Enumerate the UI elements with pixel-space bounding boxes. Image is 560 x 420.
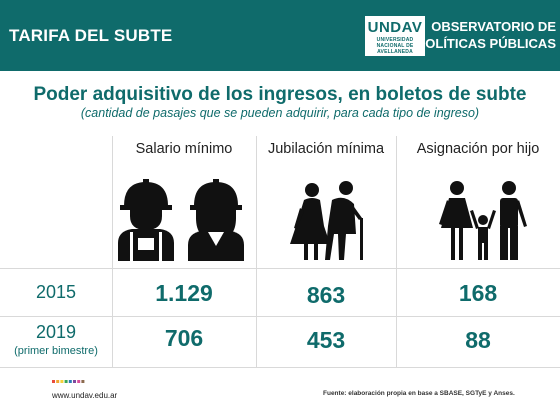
header-title: TARIFA DEL SUBTE — [9, 26, 173, 45]
color-dot — [60, 380, 64, 383]
value-2019-asignacion: 88 — [465, 327, 491, 353]
column-header-asignacion: Asignación por hijo — [416, 141, 540, 157]
value-2015-jubilacion: 863 — [306, 282, 346, 308]
logo-sub-text-3: AVELLANEDA — [377, 49, 413, 55]
elderly-couple-icon — [290, 181, 363, 260]
color-dot — [81, 380, 85, 383]
color-dot — [77, 380, 81, 383]
workers-icon — [118, 179, 244, 261]
row-note-2019: (primer bimestre) — [14, 345, 98, 357]
value-2015-asignacion: 168 — [458, 280, 498, 306]
column-header-salario: Salario mínimo — [135, 141, 233, 157]
color-dot — [56, 380, 60, 383]
observatory-line-1: OBSERVATORIO DE — [431, 19, 556, 34]
row-divider-3 — [0, 367, 560, 368]
color-dot — [52, 380, 55, 383]
color-dot — [68, 380, 72, 383]
column-divider-3 — [396, 136, 397, 367]
family-icon — [439, 181, 527, 260]
header-bar: TARIFA DEL SUBTE UNDAV UNIVERSIDAD NACIO… — [0, 0, 560, 71]
website-link[interactable]: www.undav.edu.ar — [52, 391, 118, 400]
column-header-jubilacion: Jubilación mínima — [267, 141, 385, 157]
color-dots-decoration — [52, 380, 85, 383]
observatory-label: OBSERVATORIO DE POLÍTICAS PÚBLICAS — [417, 18, 556, 52]
column-divider-2 — [256, 136, 257, 367]
row-divider-2 — [0, 316, 560, 317]
color-dot — [64, 380, 68, 383]
row-year-2019: 2019 — [35, 322, 77, 342]
value-2019-salario: 706 — [164, 325, 204, 351]
chart-subtitle: (cantidad de pasajes que se pueden adqui… — [80, 106, 480, 120]
row-year-2015: 2015 — [35, 282, 77, 302]
value-2019-jubilacion: 453 — [306, 327, 346, 353]
chart-title: Poder adquisitivo de los ingresos, en bo… — [33, 84, 527, 105]
logo-sub-text-1: UNIVERSIDAD — [376, 37, 414, 43]
column-divider-1 — [112, 136, 113, 367]
observatory-line-2: POLÍTICAS PÚBLICAS — [416, 36, 556, 51]
row-divider-1 — [0, 268, 560, 269]
color-dot — [73, 380, 76, 383]
value-2015-salario: 1.129 — [155, 280, 213, 306]
undav-logo: UNDAV UNIVERSIDAD NACIONAL DE AVELLANEDA — [365, 16, 425, 56]
logo-main-text: UNDAV — [367, 19, 423, 36]
logo-sub-text-2: NACIONAL DE — [376, 43, 414, 49]
source-note: Fuente: elaboración propia en base a SBA… — [323, 390, 515, 397]
